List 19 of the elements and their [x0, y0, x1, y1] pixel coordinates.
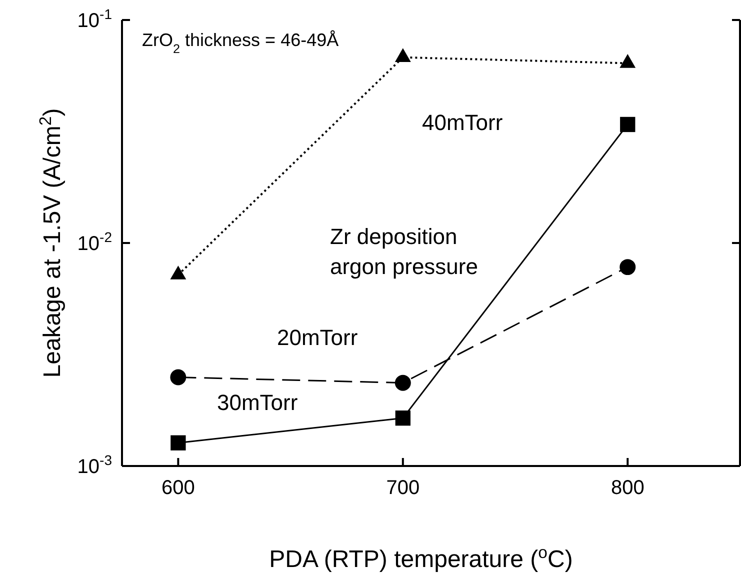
annotation: ZrO$_{2}$ thickness = 46-49Å	[142, 30, 339, 56]
y-tick-label: 10$^{-3}$	[77, 452, 112, 478]
x-axis-title: PDA (RTP) temperature ($^{o}$C)	[269, 542, 573, 573]
point	[395, 410, 410, 426]
point	[620, 259, 636, 276]
series-label: 30mTorr	[217, 390, 298, 415]
point	[170, 369, 186, 386]
series-label: 20mTorr	[277, 325, 358, 350]
point	[394, 48, 411, 62]
text: 40mTorr	[422, 110, 503, 135]
point	[170, 435, 186, 450]
point	[620, 54, 636, 68]
point	[394, 374, 411, 391]
x-tick-label: 600	[161, 477, 195, 500]
x-tick-label: 700	[386, 477, 420, 500]
x-tick-label: 800	[610, 477, 644, 500]
annotation: Zr deposition argon pressure	[330, 224, 478, 279]
y-tick-label: 10$^{-2}$	[77, 229, 112, 255]
y-tick-label: 10$^{-1}$	[77, 6, 112, 32]
